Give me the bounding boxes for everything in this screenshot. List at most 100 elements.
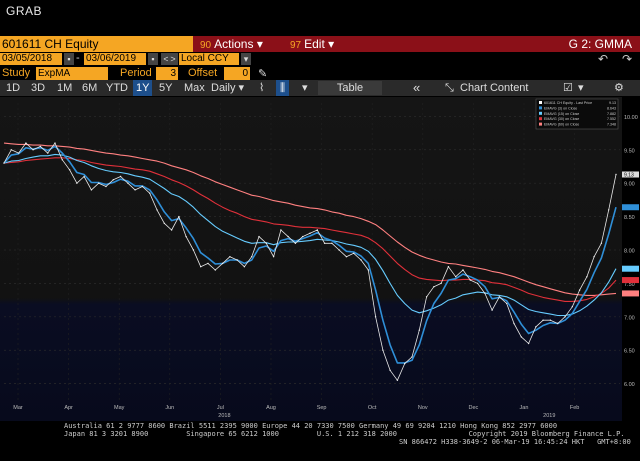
legend-swatch [539, 122, 542, 126]
end-date-field[interactable]: 03/06/2019 [84, 53, 146, 65]
price-point [127, 182, 129, 184]
prev-arrow-icon[interactable]: < [161, 53, 171, 65]
currency-value: Local CCY [181, 53, 229, 64]
actions-number: 90 [200, 40, 212, 51]
price-point [163, 222, 165, 224]
price-point [323, 242, 326, 244]
price-point [83, 175, 85, 178]
price-point [433, 286, 435, 288]
legend-entry-value: 7.552 [607, 117, 616, 121]
price-point [571, 306, 573, 308]
chevron-down-icon[interactable]: ▾ [578, 82, 584, 94]
footer-line-1: Australia 61 2 9777 8600 Brazil 5511 239… [64, 422, 558, 430]
period-field[interactable]: 3 [156, 67, 178, 80]
actions-menu-button[interactable]: 90 Actions ▾ [200, 36, 263, 52]
currency-select[interactable]: Local CCY [179, 53, 239, 65]
date-bar: 03/05/2018 ▪ - 03/06/2019 ▪ < > Local CC… [0, 52, 640, 66]
price-point [10, 149, 12, 151]
y-tick-label: 7.50 [624, 282, 635, 288]
price-point [294, 242, 297, 244]
study-select[interactable]: ExpMA [36, 67, 108, 80]
window-title: GRAB [6, 4, 43, 18]
price-chart: 10.00 9.50 9.00 8.50 8.00 7.50 7.00 6.50 6.00 9.1… [0, 97, 640, 421]
price-point [68, 169, 71, 171]
price-point [251, 256, 253, 258]
ticker-field[interactable]: 601611 CH Equity [0, 36, 193, 52]
x-tick-label: Jun [165, 405, 174, 411]
price-point [404, 362, 406, 365]
price-point [302, 235, 304, 238]
frequency-select[interactable]: Daily ▾ [211, 80, 244, 96]
price-point [105, 185, 107, 188]
price-point [455, 276, 457, 278]
last-value-tag [622, 277, 639, 284]
price-point [586, 276, 588, 278]
range-1y[interactable]: 1Y [133, 80, 153, 96]
table-button[interactable]: Table [318, 81, 382, 95]
footer-line-3: SN 866472 H338-3649-2 06-Mar-19 16:45:24… [399, 438, 631, 446]
price-point [32, 149, 34, 151]
price-point [90, 189, 93, 191]
range-1m[interactable]: 1M [57, 82, 73, 94]
legend-swatch [539, 117, 542, 121]
price-point [367, 269, 369, 271]
legend-entry-name: EMAVG (30) on Close [544, 117, 579, 121]
edit-number: 97 [290, 40, 302, 51]
redo-icon[interactable]: ↷ [622, 52, 633, 66]
last-price-label: 9.13 [624, 172, 634, 178]
range-6m[interactable]: 6M [82, 82, 98, 94]
next-arrow-icon[interactable]: > [168, 53, 178, 65]
chevron-down-icon[interactable]: ▾ [302, 82, 308, 94]
chevron-down-icon[interactable]: ▾ [241, 53, 251, 65]
price-point [557, 322, 559, 325]
legend-entry-name: EMAVG (60) on Close [544, 123, 579, 127]
price-point [608, 209, 610, 211]
x-tick-label: Apr [64, 405, 73, 411]
chevron-down-icon: ▾ [238, 82, 245, 94]
range-3d[interactable]: 3D [31, 82, 46, 94]
bar-chart-icon[interactable]: ⫼ [276, 80, 290, 96]
date-separator: - [76, 52, 80, 64]
line-chart-icon[interactable]: ⌇ [259, 82, 265, 94]
gear-icon[interactable]: ⚙ [614, 82, 624, 94]
range-5y[interactable]: 5Y [159, 82, 173, 94]
range-max[interactable]: Max [184, 82, 205, 94]
price-point [185, 235, 187, 238]
chart-content-icon: ⤡ [445, 82, 454, 94]
price-point [476, 282, 479, 285]
price-point [192, 249, 195, 251]
collapse-left-icon[interactable]: « [413, 80, 421, 95]
price-point [411, 356, 413, 358]
price-point [287, 235, 289, 238]
price-point [141, 185, 144, 188]
price-point [61, 159, 63, 161]
start-date-field[interactable]: 03/05/2018 [0, 53, 62, 65]
calendar-icon[interactable]: ▪ [148, 53, 158, 65]
pencil-icon[interactable]: ✎ [258, 68, 268, 80]
study-label: Study [2, 67, 31, 79]
legend-entry-value: 8.643 [607, 106, 616, 110]
chart-svg: 10.00 9.50 9.00 8.50 8.00 7.50 7.00 6.50 6.00 9.1… [0, 97, 640, 421]
price-point [119, 175, 122, 178]
calendar-icon[interactable]: ▪ [64, 53, 74, 65]
edit-chart-icon[interactable]: ☑ [563, 82, 573, 94]
chart-content-button[interactable]: Chart Content [460, 82, 529, 94]
range-1d[interactable]: 1D [6, 82, 21, 94]
edit-menu-button[interactable]: 97 Edit ▾ [290, 36, 334, 52]
price-point [542, 319, 544, 321]
price-point [134, 189, 136, 191]
series-line-2 [3, 153, 617, 317]
price-point [498, 296, 501, 298]
x-year-label: 2018 [218, 413, 230, 419]
x-tick-label: Jul [217, 405, 224, 411]
undo-icon[interactable]: ↶ [598, 52, 609, 66]
price-point [265, 242, 267, 244]
range-ytd[interactable]: YTD [106, 82, 128, 94]
x-tick-label: Jan [520, 405, 529, 411]
price-point [207, 262, 209, 265]
price-point [564, 316, 566, 318]
price-point [345, 256, 348, 258]
price-point [200, 266, 202, 268]
offset-field[interactable]: 0 [224, 67, 250, 80]
legend-entry-value: 7.348 [607, 123, 616, 127]
